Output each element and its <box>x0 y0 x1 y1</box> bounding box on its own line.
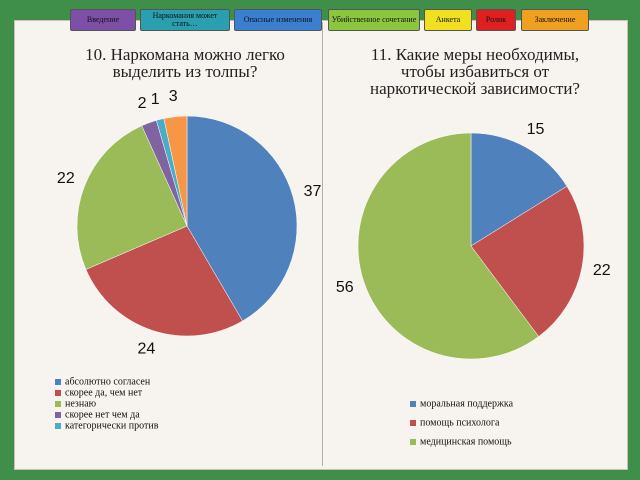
legend-label: скорее да, чем нет <box>65 387 143 398</box>
legend-label: помощь психолога <box>420 417 500 428</box>
legend-swatch <box>410 420 416 426</box>
legend-swatch <box>55 412 61 418</box>
data-label: 24 <box>137 341 155 358</box>
legend-label: категорически против <box>65 420 159 431</box>
nav-button[interactable]: Анкета <box>424 9 472 31</box>
nav-button[interactable]: Введение <box>70 9 136 31</box>
pie-slice <box>163 115 188 227</box>
data-label: 37 <box>304 183 322 200</box>
legend-swatch <box>410 439 416 445</box>
legend-label: скорее нет чем да <box>65 409 140 420</box>
legend-label: моральная поддержка <box>420 398 514 409</box>
legend-swatch <box>55 390 61 396</box>
pie-slice <box>85 225 243 337</box>
legend-label: абсолютно согласен <box>65 376 151 387</box>
legend-swatch <box>55 379 61 385</box>
pie-slice <box>470 185 585 337</box>
data-label: 3 <box>169 88 178 105</box>
pie-slice <box>76 125 188 270</box>
data-label: 15 <box>527 121 545 138</box>
nav-button[interactable]: Ролик <box>476 9 516 31</box>
nav-button[interactable]: Убийственное сочетание <box>328 9 420 31</box>
pie-slice <box>470 132 568 247</box>
data-label: 22 <box>57 170 75 187</box>
chart-title: 11. Какие меры необходимы, чтобы избавит… <box>370 45 580 98</box>
legend-swatch <box>410 401 416 407</box>
legend-label: незнаю <box>65 398 97 409</box>
data-label: 22 <box>593 262 611 279</box>
data-label: 56 <box>336 279 354 296</box>
pie-slice <box>357 132 539 360</box>
legend-label: медицинская помощь <box>420 436 512 447</box>
pie-slice <box>186 115 298 322</box>
chart-title: 10. Наркомана можно легко выделить из то… <box>85 45 285 81</box>
data-label: 2 <box>138 95 147 112</box>
data-label: 1 <box>151 91 160 108</box>
nav-button[interactable]: Наркомания может стать… <box>140 9 230 31</box>
nav-button[interactable]: Заключение <box>521 9 589 31</box>
divider <box>322 22 323 466</box>
legend-swatch <box>55 401 61 407</box>
legend-swatch <box>55 423 61 429</box>
nav-button[interactable]: Опасные изменения <box>234 9 322 31</box>
